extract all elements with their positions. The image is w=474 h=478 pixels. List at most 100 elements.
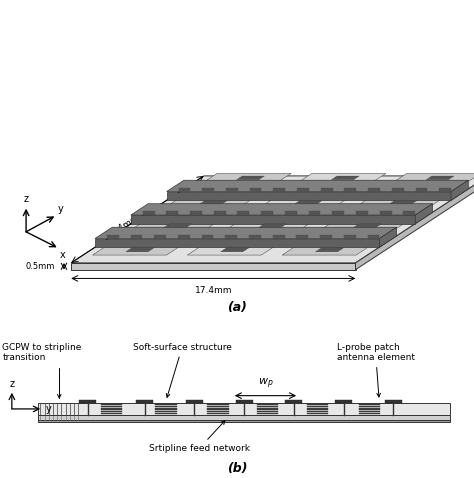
Polygon shape xyxy=(356,198,443,206)
Polygon shape xyxy=(130,235,142,239)
Polygon shape xyxy=(71,263,356,270)
Bar xyxy=(307,408,328,410)
Polygon shape xyxy=(95,227,397,239)
Polygon shape xyxy=(295,200,322,204)
Polygon shape xyxy=(261,211,273,215)
Polygon shape xyxy=(225,235,237,239)
Polygon shape xyxy=(321,188,333,192)
Bar xyxy=(208,404,229,405)
Bar xyxy=(100,408,122,410)
Polygon shape xyxy=(167,192,451,200)
Polygon shape xyxy=(273,235,284,239)
Text: $w_p$: $w_p$ xyxy=(257,376,273,391)
Bar xyxy=(359,411,381,412)
Bar xyxy=(208,413,229,414)
Polygon shape xyxy=(92,244,183,255)
Polygon shape xyxy=(250,188,262,192)
Text: z: z xyxy=(9,380,14,390)
Bar xyxy=(79,400,96,403)
Bar xyxy=(100,413,122,414)
Bar xyxy=(359,413,381,414)
Polygon shape xyxy=(285,211,297,215)
Polygon shape xyxy=(200,200,228,204)
Polygon shape xyxy=(167,180,468,192)
Polygon shape xyxy=(297,188,309,192)
Bar xyxy=(155,406,176,407)
Bar xyxy=(136,400,153,403)
Text: GCPW to stripline
transition: GCPW to stripline transition xyxy=(2,343,82,398)
Bar xyxy=(38,403,450,415)
Bar xyxy=(38,420,450,423)
Bar xyxy=(208,408,229,410)
Text: (b): (b) xyxy=(227,462,247,475)
Polygon shape xyxy=(95,239,379,247)
Bar xyxy=(285,400,302,403)
Polygon shape xyxy=(367,235,379,239)
Bar xyxy=(307,411,328,412)
Polygon shape xyxy=(179,188,191,192)
Polygon shape xyxy=(154,235,166,239)
Bar xyxy=(236,400,253,403)
Polygon shape xyxy=(220,248,249,252)
Polygon shape xyxy=(131,221,218,230)
Bar xyxy=(186,400,203,403)
Polygon shape xyxy=(439,188,451,192)
Text: 14.4mm: 14.4mm xyxy=(105,212,142,239)
Bar xyxy=(359,408,381,410)
Polygon shape xyxy=(201,235,213,239)
Bar xyxy=(359,404,381,405)
Bar xyxy=(385,400,402,403)
Bar xyxy=(307,413,328,414)
Polygon shape xyxy=(296,235,308,239)
Polygon shape xyxy=(190,211,202,215)
Polygon shape xyxy=(178,235,190,239)
Bar xyxy=(155,408,176,410)
Text: Srtipline feed network: Srtipline feed network xyxy=(148,421,250,453)
Text: L-probe patch
antenna element: L-probe patch antenna element xyxy=(337,343,415,397)
Polygon shape xyxy=(345,188,356,192)
Polygon shape xyxy=(131,204,432,215)
Polygon shape xyxy=(416,188,428,192)
Polygon shape xyxy=(166,211,178,215)
Polygon shape xyxy=(309,211,320,215)
Bar xyxy=(38,415,450,420)
Polygon shape xyxy=(237,176,264,180)
Polygon shape xyxy=(298,174,386,183)
Polygon shape xyxy=(202,188,214,192)
Bar xyxy=(208,406,229,407)
Polygon shape xyxy=(71,176,474,263)
Bar xyxy=(155,411,176,412)
Text: Soft-surface structure: Soft-surface structure xyxy=(133,343,232,397)
Text: 17.4mm: 17.4mm xyxy=(194,286,232,295)
Text: y: y xyxy=(57,204,63,214)
Polygon shape xyxy=(126,248,155,252)
Bar xyxy=(307,404,328,405)
Bar xyxy=(257,408,279,410)
Polygon shape xyxy=(332,211,344,215)
Polygon shape xyxy=(380,211,392,215)
Polygon shape xyxy=(451,180,468,200)
Polygon shape xyxy=(237,211,249,215)
Polygon shape xyxy=(356,176,474,270)
Polygon shape xyxy=(320,235,332,239)
Polygon shape xyxy=(354,224,381,227)
Polygon shape xyxy=(415,204,432,224)
Polygon shape xyxy=(368,188,380,192)
Polygon shape xyxy=(390,200,417,204)
Text: x: x xyxy=(60,250,66,261)
Bar xyxy=(257,404,279,405)
Polygon shape xyxy=(167,198,254,206)
Bar xyxy=(100,404,122,405)
Polygon shape xyxy=(344,235,356,239)
Bar xyxy=(307,406,328,407)
Polygon shape xyxy=(226,188,238,192)
Polygon shape xyxy=(315,248,344,252)
Bar xyxy=(100,411,122,412)
Polygon shape xyxy=(403,211,415,215)
Text: (a): (a) xyxy=(227,302,247,315)
Polygon shape xyxy=(273,188,285,192)
Polygon shape xyxy=(393,174,474,183)
Bar xyxy=(100,406,122,407)
Polygon shape xyxy=(379,227,397,247)
Bar xyxy=(257,413,279,414)
